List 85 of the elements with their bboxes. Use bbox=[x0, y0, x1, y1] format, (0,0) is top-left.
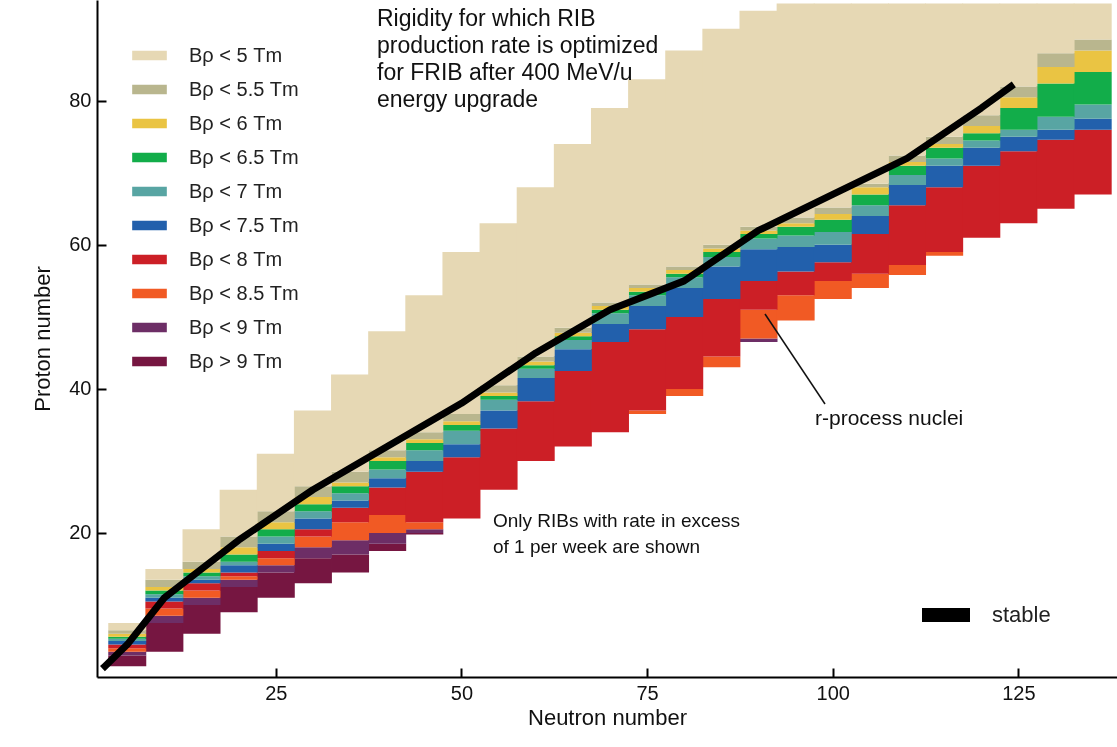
bar bbox=[368, 543, 407, 551]
bar bbox=[256, 565, 295, 573]
bar bbox=[182, 597, 221, 605]
bar bbox=[256, 543, 295, 551]
bar bbox=[479, 396, 518, 400]
x-axis-title: Neutron number bbox=[528, 704, 687, 730]
bar bbox=[850, 205, 889, 217]
x-tick-label: 25 bbox=[265, 681, 288, 704]
y-tick-label: 20 bbox=[69, 521, 92, 544]
bar bbox=[405, 460, 444, 472]
bar bbox=[145, 568, 184, 580]
bar bbox=[813, 213, 852, 220]
bar bbox=[702, 356, 741, 368]
bar bbox=[962, 133, 1001, 141]
bar bbox=[405, 442, 444, 451]
bar bbox=[999, 129, 1038, 137]
bar bbox=[219, 565, 258, 573]
legend-label: stable bbox=[992, 602, 1051, 627]
bar bbox=[925, 147, 964, 159]
bar bbox=[813, 207, 852, 214]
legend-label: Bρ < 7.5 Tm bbox=[189, 213, 299, 236]
bar bbox=[293, 518, 332, 530]
bar bbox=[888, 175, 927, 186]
bar bbox=[182, 590, 221, 598]
bar bbox=[182, 583, 221, 591]
bar bbox=[256, 558, 295, 566]
bar bbox=[776, 223, 815, 227]
legend-label: Bρ < 8.5 Tm bbox=[189, 281, 299, 304]
x-tick-label: 125 bbox=[1002, 681, 1036, 704]
text: Rigidity for which RIB production rate is optimized for FRIB after 400 MeV/u energy upgrade bbox=[377, 5, 659, 112]
bar bbox=[442, 444, 481, 458]
bar bbox=[256, 529, 295, 537]
legend-label: Bρ < 5.5 Tm bbox=[189, 77, 299, 100]
bar bbox=[368, 469, 407, 479]
bar bbox=[850, 194, 889, 206]
bar bbox=[665, 388, 704, 397]
legend-label: Bρ < 9 Tm bbox=[189, 315, 283, 338]
bar bbox=[962, 140, 1001, 148]
bar bbox=[293, 511, 332, 519]
legend-label: Bρ < 5 Tm bbox=[189, 43, 283, 66]
bar bbox=[293, 529, 332, 537]
bar bbox=[256, 536, 295, 544]
bar bbox=[999, 97, 1038, 109]
bar bbox=[219, 576, 258, 580]
legend-label: Bρ < 6 Tm bbox=[189, 111, 283, 134]
bar bbox=[1073, 39, 1112, 51]
bar bbox=[553, 349, 592, 371]
bar bbox=[405, 439, 444, 443]
bar bbox=[850, 216, 889, 235]
y-tick-label: 80 bbox=[69, 89, 92, 112]
legend-label: Bρ > 9 Tm bbox=[189, 349, 283, 372]
legend-label: Bρ < 8 Tm bbox=[189, 247, 283, 270]
x-tick-label: 50 bbox=[450, 681, 474, 704]
bar bbox=[219, 554, 258, 562]
x-tick-label: 75 bbox=[636, 681, 659, 704]
bar bbox=[368, 478, 407, 488]
bar bbox=[1036, 53, 1075, 67]
x-tick-label: 100 bbox=[816, 681, 850, 704]
bar bbox=[516, 368, 555, 379]
bar bbox=[442, 424, 481, 431]
y-tick-label: 60 bbox=[69, 233, 92, 256]
bar bbox=[516, 378, 555, 402]
y-tick-label: 40 bbox=[69, 377, 92, 400]
bar bbox=[442, 430, 481, 445]
annotation: r-process nuclei bbox=[815, 406, 964, 429]
bar bbox=[925, 252, 964, 256]
annotation: Only RIBs with rate in excess of 1 per week are shown bbox=[493, 510, 741, 557]
bar bbox=[479, 410, 518, 429]
bar bbox=[331, 500, 370, 508]
bar bbox=[925, 158, 964, 166]
legend-label: Bρ < 6.5 Tm bbox=[189, 145, 299, 168]
bar bbox=[331, 493, 370, 501]
bar bbox=[293, 504, 332, 512]
bar bbox=[962, 126, 1001, 134]
bar bbox=[405, 450, 444, 461]
bar bbox=[1073, 118, 1112, 130]
bar bbox=[850, 187, 889, 195]
bar bbox=[479, 399, 518, 411]
bar bbox=[331, 486, 370, 494]
bar bbox=[442, 421, 481, 425]
bar bbox=[368, 460, 407, 470]
legend-label: Bρ < 7 Tm bbox=[189, 179, 283, 202]
bar bbox=[219, 579, 258, 587]
y-axis-title: Proton number bbox=[30, 266, 56, 412]
bar bbox=[256, 550, 295, 559]
